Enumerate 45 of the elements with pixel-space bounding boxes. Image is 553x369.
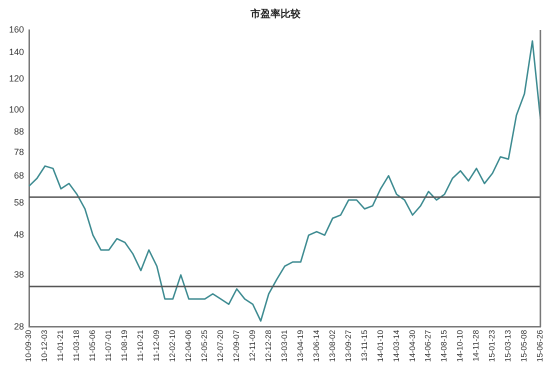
x-tick-label: 13-06-14 bbox=[312, 329, 321, 362]
x-tick-label: 12-04-06 bbox=[184, 329, 194, 362]
x-tick-label: 11-05-06 bbox=[88, 329, 98, 362]
x-tick-label: 13-08-02 bbox=[328, 329, 337, 362]
x-tick-label: 11-10-21 bbox=[136, 329, 146, 362]
x-tick-label: 10-12-03 bbox=[40, 329, 50, 362]
x-tick-label: 15-06-26 bbox=[536, 329, 545, 362]
y-tick-label: 28 bbox=[14, 321, 24, 332]
x-tick-label: 15-01-23 bbox=[488, 329, 497, 362]
x-tick-label: 14-01-10 bbox=[376, 329, 385, 362]
x-tick-label: 11-12-09 bbox=[152, 329, 162, 362]
chart-title: 市盈率比较 bbox=[250, 8, 302, 20]
x-tick-label: 14-03-14 bbox=[392, 329, 401, 362]
x-tick-label: 12-05-25 bbox=[200, 329, 210, 362]
x-tick-label: 12-12-28 bbox=[264, 329, 273, 362]
y-tick-label: 140 bbox=[8, 47, 24, 58]
y-tick-label: 58 bbox=[14, 197, 24, 208]
x-tick-label: 14-04-30 bbox=[408, 329, 417, 362]
y-tick-label: 88 bbox=[14, 126, 24, 136]
x-tick-label: 11-07-01 bbox=[104, 329, 114, 362]
x-tick-label: 15-03-13 bbox=[504, 329, 513, 362]
x-tick-label: 12-02-10 bbox=[168, 329, 178, 362]
x-tick-label: 10-09-30 bbox=[24, 329, 34, 362]
x-tick-label: 11-01-21 bbox=[56, 329, 66, 362]
x-tick-label: 12-09-07 bbox=[232, 329, 241, 362]
x-tick-label: 14-11-28 bbox=[472, 329, 481, 362]
y-tick-label: 78 bbox=[14, 146, 24, 157]
x-tick-label: 12-11-09 bbox=[248, 329, 257, 362]
x-tick-label: 13-04-19 bbox=[296, 329, 305, 362]
y-tick-label: 38 bbox=[14, 269, 24, 280]
x-tick-label: 11-08-19 bbox=[120, 329, 130, 362]
x-tick-label: 14-10-10 bbox=[456, 329, 465, 362]
y-tick-label: 160 bbox=[8, 24, 24, 34]
x-tick-label: 14-08-15 bbox=[440, 329, 449, 362]
x-tick-label: 15-05-08 bbox=[520, 329, 529, 362]
y-tick-label: 68 bbox=[14, 170, 24, 180]
y-tick-label: 48 bbox=[14, 230, 24, 240]
x-tick-label: 13-09-27 bbox=[344, 329, 353, 362]
x-tick-label: 13-11-15 bbox=[360, 329, 369, 362]
y-tick-label: 100 bbox=[8, 104, 24, 115]
x-tick-label: 11-03-18 bbox=[72, 329, 82, 362]
x-tick-label: 12-07-20 bbox=[216, 329, 225, 362]
x-tick-label: 14-06-27 bbox=[424, 329, 433, 362]
x-tick-label: 13-03-01 bbox=[280, 329, 289, 362]
y-tick-label: 120 bbox=[8, 74, 24, 84]
